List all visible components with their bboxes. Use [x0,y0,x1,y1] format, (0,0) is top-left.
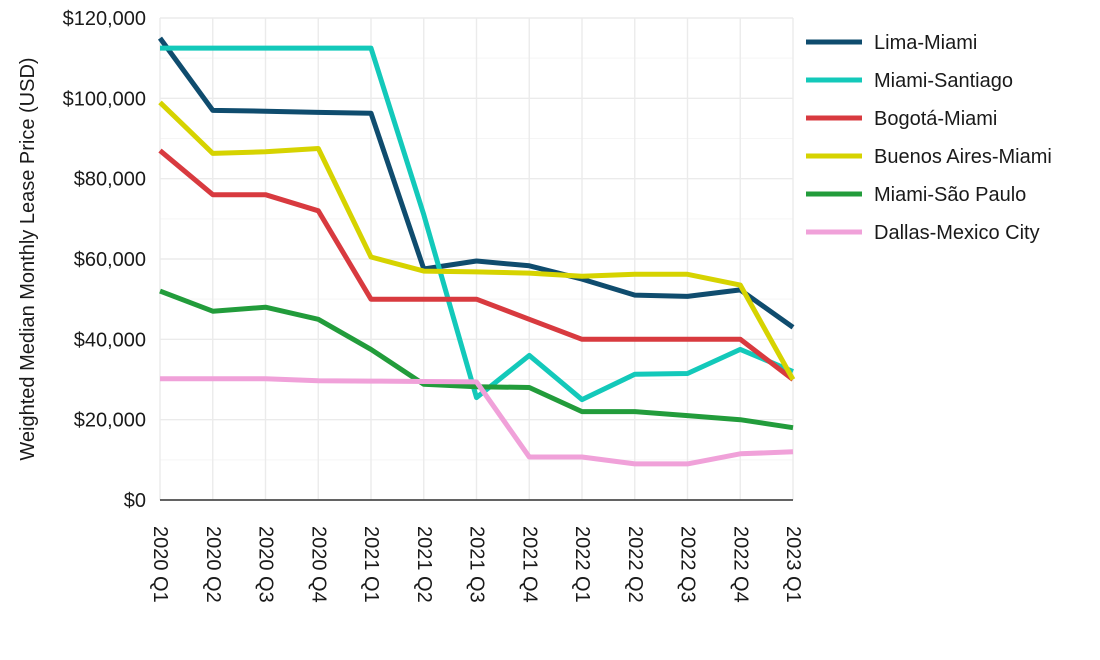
y-tick-label: $100,000 [63,88,146,110]
x-axis-ticks: 2020 Q1 2020 Q2 2020 Q3 2020 Q4 2021 Q1 2021 … [149,526,804,603]
y-tick-label: $80,000 [74,169,146,191]
y-tick-label: $0 [124,490,146,512]
y-tick-label: $40,000 [74,329,146,351]
x-tick-label: 2021 Q3 [466,526,488,603]
x-tick-label: 2022 Q4 [729,526,751,603]
x-tick-label: 2022 Q2 [624,526,646,603]
x-tick-label: 2021 Q2 [413,526,435,603]
x-tick-label: 2020 Q4 [307,526,329,603]
legend-label: Dallas-Mexico City [874,222,1040,244]
series-line [160,45,794,403]
y-tick-label: $60,000 [74,249,146,271]
legend-label: Lima-Miami [874,32,977,54]
y-axis-title: Weighted Median Monthly Lease Price (USD… [17,57,39,460]
x-tick-label: 2023 Q1 [782,526,804,603]
series-line [160,376,794,467]
x-tick-label: 2022 Q3 [677,526,699,603]
legend: Lima-Miami Miami-Santiago Bogotá-Miami Buen… [806,32,1052,244]
x-tick-label: 2020 Q3 [255,526,277,603]
x-tick-label: 2020 Q2 [202,526,224,603]
legend-label: Miami-Santiago [874,70,1013,92]
legend-label: Bogotá-Miami [874,108,997,130]
y-axis-ticks: $0 $20,000 $40,000 $60,000 $80,000 $100,000 $1… [63,8,146,512]
series-line [158,100,796,381]
series-line [157,36,795,330]
x-tick-label: 2021 Q1 [360,526,382,603]
x-tick-label: 2022 Q1 [571,526,593,603]
series-lines [157,36,796,467]
series-line [158,148,795,382]
y-tick-label: $20,000 [74,410,146,432]
x-tick-label: 2020 Q1 [149,526,171,603]
series-line [159,288,794,431]
y-tick-label: $120,000 [63,8,146,30]
legend-label: Buenos Aires-Miami [874,146,1052,168]
legend-label: Miami-São Paulo [874,184,1026,206]
x-tick-label: 2021 Q4 [518,526,540,603]
